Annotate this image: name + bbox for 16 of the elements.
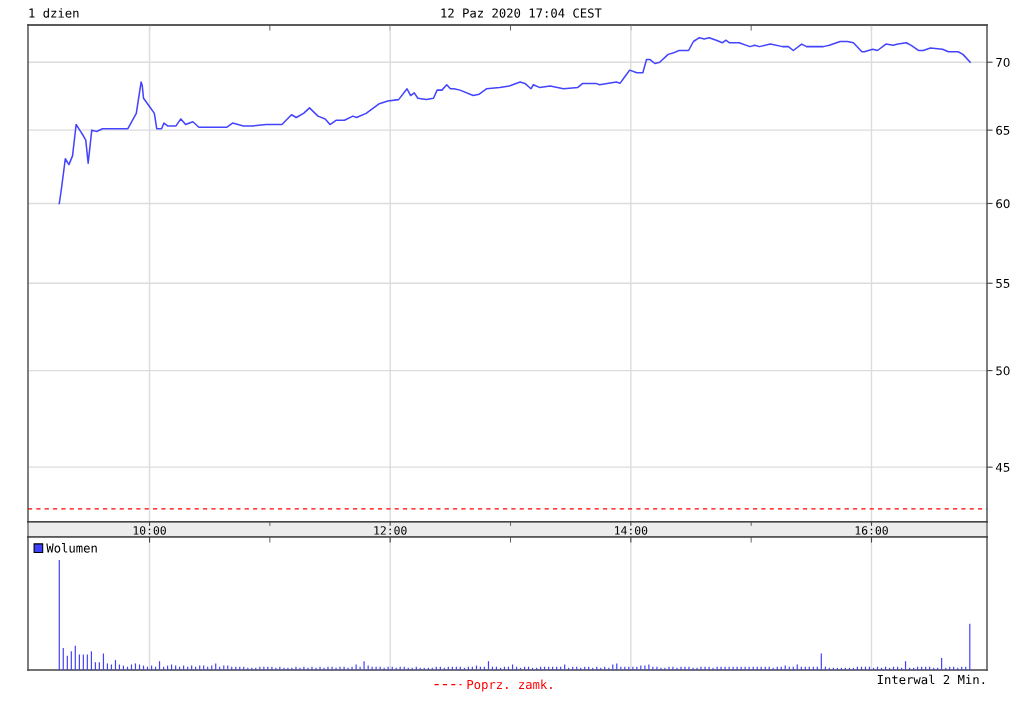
chart-subtitle: 12 Paz 2020 17:04 CEST xyxy=(441,8,602,18)
y-tick-label: 50 xyxy=(996,366,1010,376)
x-tick-label: 12:00 xyxy=(374,526,407,535)
x-tick-label: 10:00 xyxy=(133,526,166,535)
chart-title: 1 dzien xyxy=(29,8,79,18)
line-series xyxy=(58,36,971,205)
legend-label: Wolumen xyxy=(46,543,97,553)
y-tick-label: 55 xyxy=(996,279,1010,288)
y-tick-label: 70 xyxy=(996,57,1010,67)
legend-label: Poprz. zamk. xyxy=(467,679,552,692)
x-tick-label: 14:00 xyxy=(615,526,648,535)
y-tick-label: 45 xyxy=(995,463,1010,472)
y-tick-label: 60 xyxy=(996,199,1010,209)
text: Interwal 2 Min. xyxy=(877,674,985,685)
y-tick-label: 65 xyxy=(996,125,1010,135)
x-tick-label: 16:00 xyxy=(855,526,888,535)
